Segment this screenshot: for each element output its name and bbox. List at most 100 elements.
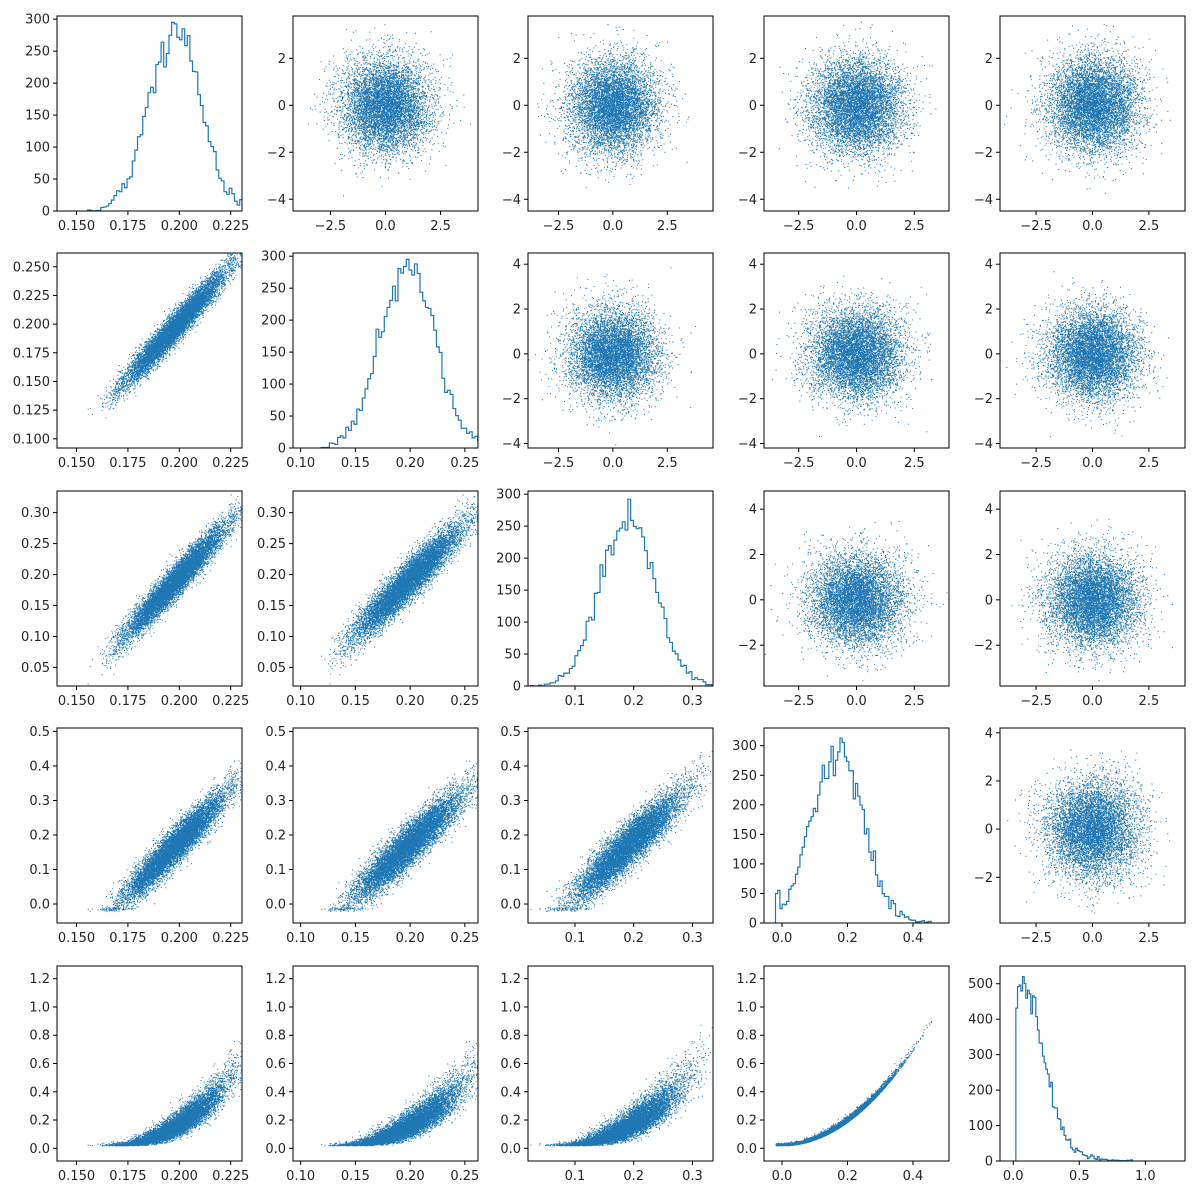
y-tick-label: 0.3 [29, 794, 50, 809]
y-tick-label: 150 [261, 346, 286, 361]
x-tick-label: 0.0 [772, 931, 793, 946]
y-tick-label: 2 [985, 548, 993, 563]
y-tick-label: 50 [740, 887, 757, 902]
y-tick-label: −2 [974, 146, 993, 161]
y-tick-label: 4 [985, 503, 993, 518]
y-tick-label: −4 [267, 193, 286, 208]
x-tick-label: 0.5 [1069, 1169, 1090, 1184]
y-tick-label: 300 [496, 488, 521, 503]
y-tick-label: 1.2 [265, 972, 286, 987]
y-tick-label: 1.0 [500, 1000, 521, 1015]
y-tick-label: 0.8 [736, 1029, 757, 1044]
y-tick-label: 1.2 [29, 972, 50, 987]
x-tick-label: 0.150 [58, 456, 95, 471]
x-tick-label: −2.5 [783, 694, 815, 709]
y-tick-label: 0 [749, 917, 757, 932]
y-tick-label: 0 [985, 99, 993, 114]
x-tick-label: 0.1 [565, 1169, 586, 1184]
x-tick-label: 0.0 [772, 1169, 793, 1184]
x-tick-label: 0.0 [846, 219, 867, 234]
y-tick-label: 0 [513, 99, 521, 114]
x-tick-label: −2.5 [1020, 456, 1052, 471]
x-tick-label: 0.0 [603, 456, 624, 471]
y-tick-label: 50 [33, 173, 50, 188]
y-tick-label: −4 [974, 193, 993, 208]
x-tick-label: 0.225 [212, 694, 249, 709]
x-tick-label: 0.225 [212, 931, 249, 946]
y-tick-label: 2 [985, 52, 993, 67]
y-tick-label: 0 [985, 347, 993, 362]
y-tick-label: 0.10 [257, 630, 286, 645]
x-tick-label: 0.3 [682, 694, 703, 709]
y-tick-label: 0.0 [29, 898, 50, 913]
x-tick-label: 0.25 [450, 694, 479, 709]
x-tick-label: 0.20 [396, 931, 425, 946]
x-tick-label: 0.4 [903, 931, 924, 946]
x-tick-label: −2.5 [315, 219, 347, 234]
y-tick-label: 0.5 [500, 725, 521, 740]
y-tick-label: −2 [974, 871, 993, 886]
y-tick-label: 0.0 [265, 1142, 286, 1157]
x-tick-label: 0.0 [1003, 1169, 1024, 1184]
y-tick-label: 100 [496, 616, 521, 631]
x-tick-label: 0.0 [1082, 219, 1103, 234]
y-tick-label: 200 [968, 1084, 993, 1099]
x-tick-label: 2.5 [657, 456, 678, 471]
y-tick-label: 0 [985, 593, 993, 608]
y-tick-label: 0.2 [736, 1114, 757, 1129]
x-tick-label: 2.5 [430, 219, 451, 234]
y-tick-label: −4 [502, 193, 521, 208]
y-tick-label: 4 [985, 258, 993, 273]
y-tick-label: 0.2 [29, 1114, 50, 1129]
x-tick-label: 2.5 [904, 694, 925, 709]
y-tick-label: 200 [25, 77, 50, 92]
y-tick-label: 300 [732, 739, 757, 754]
x-tick-label: 0.0 [1082, 694, 1103, 709]
x-tick-label: 0.20 [396, 1169, 425, 1184]
y-tick-label: 0.4 [736, 1085, 757, 1100]
y-tick-label: 100 [261, 378, 286, 393]
y-tick-label: 1.0 [736, 1000, 757, 1015]
x-tick-label: 0.150 [58, 931, 95, 946]
y-tick-label: 0.3 [500, 794, 521, 809]
x-tick-label: 0.0 [603, 219, 624, 234]
x-tick-label: 0.175 [109, 456, 146, 471]
y-tick-label: 0.4 [29, 759, 50, 774]
y-tick-label: 300 [261, 250, 286, 265]
y-tick-label: 0 [749, 99, 757, 114]
x-tick-label: −2.5 [1020, 931, 1052, 946]
y-tick-label: 0.2 [500, 828, 521, 843]
y-tick-label: 0 [749, 593, 757, 608]
x-tick-label: 0.175 [109, 931, 146, 946]
y-tick-label: 4 [749, 503, 757, 518]
x-tick-label: 0.10 [286, 694, 315, 709]
y-tick-label: 2 [749, 548, 757, 563]
y-tick-label: 0.3 [265, 794, 286, 809]
x-tick-label: 0.1 [565, 694, 586, 709]
y-tick-label: −2 [974, 392, 993, 407]
y-tick-label: 0.15 [21, 599, 50, 614]
x-tick-label: 0.150 [58, 1169, 95, 1184]
y-tick-label: 200 [732, 798, 757, 813]
x-tick-label: 0.225 [212, 219, 249, 234]
x-tick-label: 0.25 [450, 931, 479, 946]
y-tick-label: 0.30 [257, 506, 286, 521]
y-tick-label: 0.4 [265, 759, 286, 774]
x-tick-label: 0.20 [396, 456, 425, 471]
x-tick-label: 0.175 [109, 694, 146, 709]
x-tick-label: −2.5 [543, 219, 575, 234]
y-tick-label: 0.15 [257, 599, 286, 614]
y-tick-label: 150 [732, 828, 757, 843]
x-tick-label: 0.10 [286, 931, 315, 946]
x-tick-label: 0.2 [623, 1169, 644, 1184]
y-tick-label: 0.1 [500, 863, 521, 878]
y-tick-label: 0.2 [265, 828, 286, 843]
y-tick-label: 0.2 [265, 1114, 286, 1129]
y-tick-label: −2 [267, 146, 286, 161]
y-tick-label: 100 [25, 141, 50, 156]
x-tick-label: 0.1 [565, 931, 586, 946]
y-tick-label: 2 [513, 303, 521, 318]
y-tick-label: 400 [968, 1013, 993, 1028]
